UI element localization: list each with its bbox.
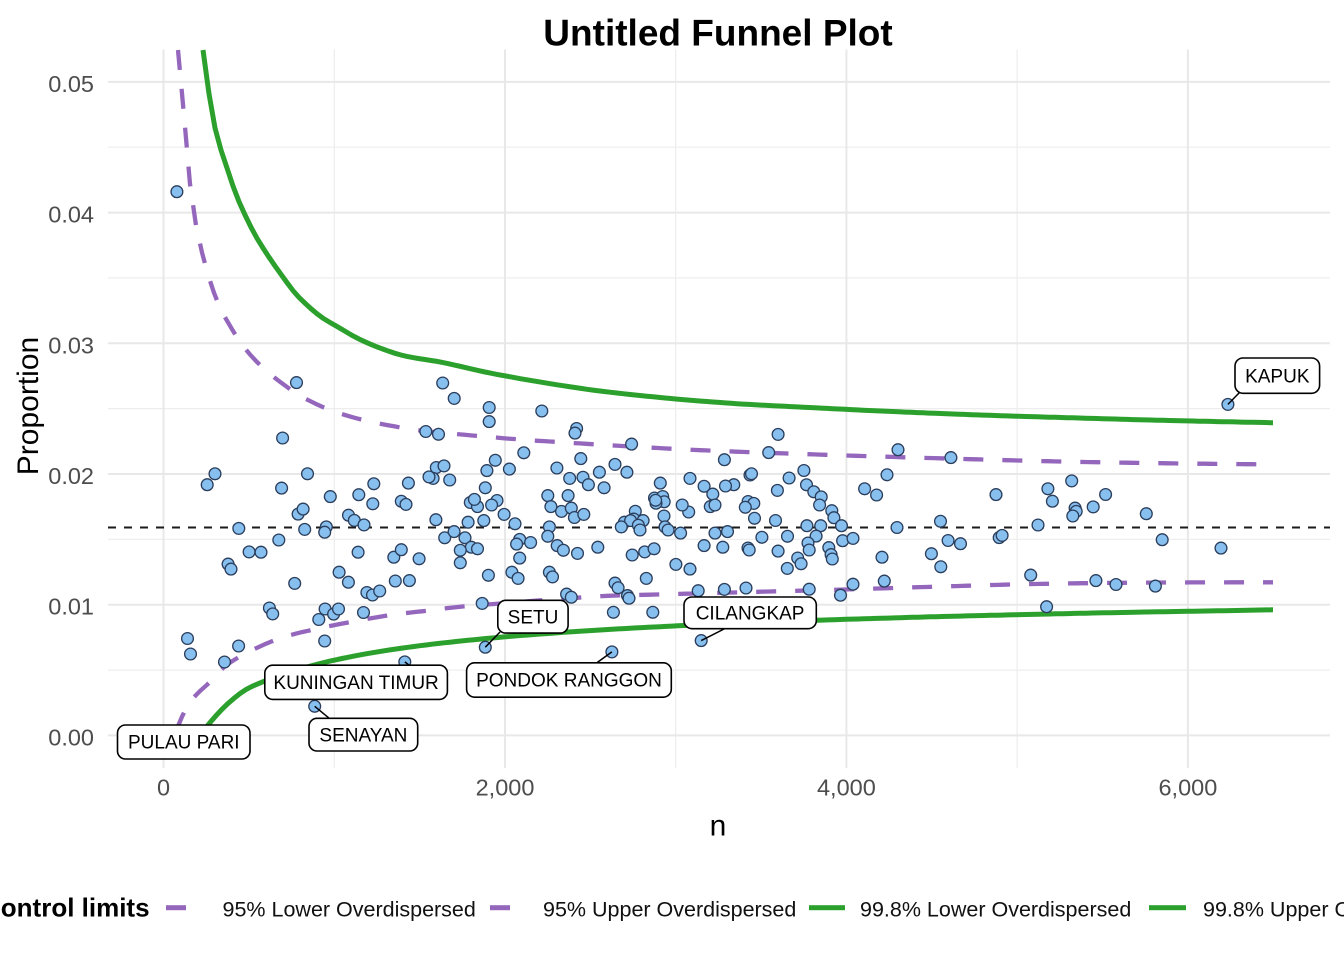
svg-text:Proportion: Proportion	[12, 337, 45, 475]
svg-text:95% Lower Overdispersed: 95% Lower Overdispersed	[223, 898, 476, 922]
svg-text:4,000: 4,000	[817, 775, 876, 801]
svg-text:0.02: 0.02	[48, 463, 94, 489]
svg-text:Control limits: Control limits	[0, 893, 150, 923]
svg-text:6,000: 6,000	[1158, 775, 1217, 801]
svg-text:95% Upper Overdispersed: 95% Upper Overdispersed	[543, 898, 796, 922]
svg-text:0: 0	[157, 775, 170, 801]
svg-text:PONDOK RANGGON: PONDOK RANGGON	[476, 671, 662, 692]
svg-text:99.8% Lower Overdispersed: 99.8% Lower Overdispersed	[860, 898, 1131, 922]
svg-text:0.04: 0.04	[48, 202, 94, 228]
svg-text:0.05: 0.05	[48, 71, 94, 97]
svg-text:0.01: 0.01	[48, 594, 94, 620]
svg-text:99.8% Upper Overdispersed: 99.8% Upper Overdispersed	[1203, 898, 1344, 922]
svg-text:KAPUK: KAPUK	[1245, 366, 1310, 387]
svg-text:SENAYAN: SENAYAN	[319, 725, 407, 746]
svg-text:Untitled Funnel Plot: Untitled Funnel Plot	[543, 13, 892, 54]
svg-text:0.03: 0.03	[48, 332, 94, 358]
svg-text:2,000: 2,000	[476, 775, 535, 801]
svg-text:n: n	[710, 810, 727, 843]
svg-text:0.00: 0.00	[48, 724, 94, 750]
svg-text:PULAU PARI: PULAU PARI	[128, 733, 240, 754]
svg-text:CILANGKAP: CILANGKAP	[696, 604, 805, 625]
svg-text:SETU: SETU	[508, 607, 559, 628]
svg-text:KUNINGAN TIMUR: KUNINGAN TIMUR	[273, 673, 438, 694]
